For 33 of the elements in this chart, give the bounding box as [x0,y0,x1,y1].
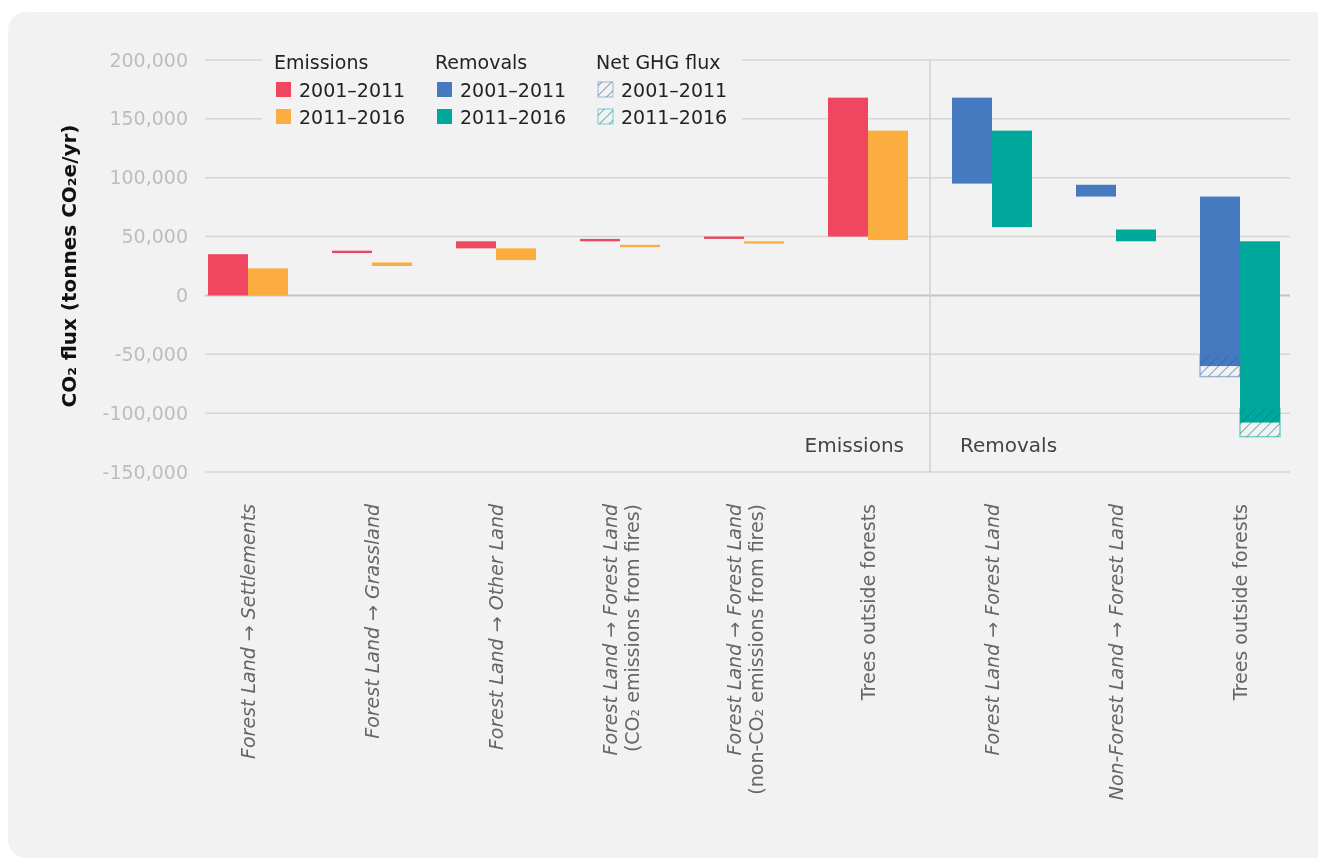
bar [992,130,1032,228]
bar [952,97,992,184]
x-tick-label: Forest Land → Other Land [484,503,507,751]
bar [1116,229,1156,242]
bar [1076,184,1116,197]
bar [248,268,288,296]
annotation: Removals [435,51,528,73]
legend-label: 2001–2011 [621,79,728,101]
x-tick-label: Forest Land → Forest Land [980,503,1003,756]
annotation: Net GHG flux [596,51,721,73]
x-tick-label: Forest Land → Grassland [360,503,383,739]
bar [828,97,868,237]
x-tick-label: Forest Land → Settlements [236,503,259,759]
bar [744,241,784,244]
bar [208,254,248,296]
annotation: Emissions [804,433,904,457]
bar [372,262,412,266]
legend-label: 2011–2016 [299,106,406,128]
legend-label: 2011–2016 [460,106,567,128]
x-tick-label: Forest Land → Forest Land (CO₂ emissions from fires) [599,503,643,756]
annotation: Emissions [274,51,369,73]
legend-label: 2001–2011 [299,79,406,101]
bar [496,248,536,261]
bar [456,241,496,249]
bar [868,130,908,241]
x-tick-label: Forest Land → Forest Land (non-CO₂ emissions from fires) [723,503,767,795]
legend-label: 2011–2016 [621,106,728,128]
x-tick-label: Non-Forest Land → Forest Land [1104,503,1127,801]
x-tick-label: Trees outside forests [856,504,879,702]
legend-label: 2001–2011 [460,79,567,101]
x-tick-label: Trees outside forests [1228,504,1251,702]
y-axis-title: CO₂ flux (tonnes CO₂e/yr) [57,124,81,408]
annotation: Removals [960,433,1058,457]
